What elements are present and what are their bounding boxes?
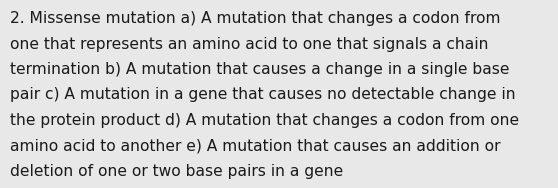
- Text: one that represents an amino acid to one that signals a chain: one that represents an amino acid to one…: [10, 37, 489, 52]
- Text: pair c) A mutation in a gene that causes no detectable change in: pair c) A mutation in a gene that causes…: [10, 87, 516, 102]
- Text: termination b) A mutation that causes a change in a single base: termination b) A mutation that causes a …: [10, 62, 509, 77]
- Text: deletion of one or two base pairs in a gene: deletion of one or two base pairs in a g…: [10, 164, 343, 179]
- Text: amino acid to another e) A mutation that causes an addition or: amino acid to another e) A mutation that…: [10, 138, 501, 153]
- Text: the protein product d) A mutation that changes a codon from one: the protein product d) A mutation that c…: [10, 113, 519, 128]
- Text: 2. Missense mutation a) A mutation that changes a codon from: 2. Missense mutation a) A mutation that …: [10, 11, 501, 26]
